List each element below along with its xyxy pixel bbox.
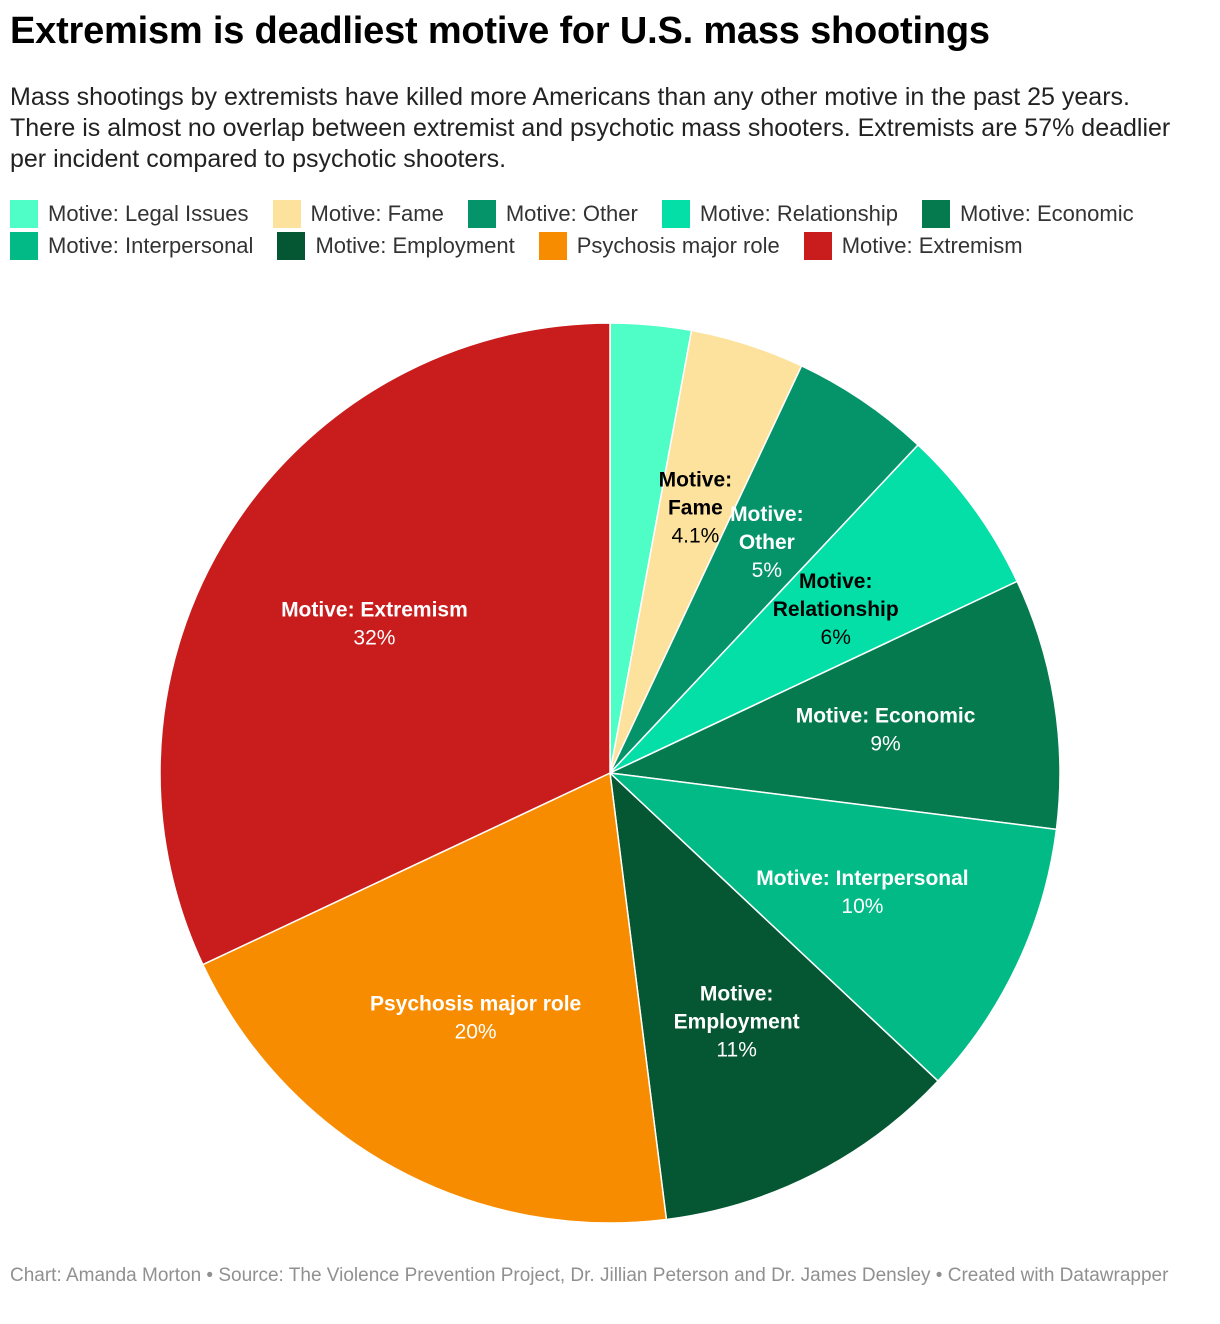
slice-label-value: 5% (752, 559, 782, 582)
legend-swatch (272, 200, 301, 228)
slice-label-name: Motive: (799, 570, 873, 593)
slice-label-name: Psychosis major role (370, 992, 581, 1015)
legend-item: Motive: Employment (277, 232, 515, 260)
slice-label-value: 11% (716, 1039, 756, 1062)
slice-label-name: Motive: (659, 468, 733, 491)
legend-swatch (921, 200, 950, 228)
slice-label-name: Relationship (773, 598, 899, 621)
slice-label-value: 4.1% (671, 524, 719, 547)
legend-swatch (803, 232, 832, 260)
legend-label: Motive: Other (505, 201, 638, 226)
slice-label-name: Motive: Interpersonal (756, 867, 968, 890)
pie-slice-motive-interpersonal (607, 771, 1058, 1083)
legend-label: Psychosis major role (576, 233, 780, 258)
legend-item: Motive: Other (467, 200, 638, 228)
legend-item: Motive: Relationship (661, 200, 898, 228)
legend-label: Motive: Legal Issues (48, 201, 249, 226)
legend-item: Psychosis major role (538, 232, 780, 260)
chart-legend: Motive: Legal Issues Motive: Fame Motive: … (10, 200, 1215, 260)
legend-label: Motive: Interpersonal (48, 233, 254, 258)
pie-slice-motive-relationship (609, 443, 1019, 774)
chart-title: Extremism is deadliest motive for U.S. m… (10, 10, 990, 52)
legend-label: Motive: Fame (310, 201, 444, 226)
slice-label-name: Fame (668, 496, 723, 519)
slice-label-motive-economic: Motive: Economic 9% (796, 704, 976, 755)
slice-label-name: Motive: Economic (796, 704, 976, 727)
legend-swatch (10, 232, 38, 260)
slice-label-motive-interpersonal: Motive: Interpersonal 10% (756, 867, 968, 918)
slice-label-psychosis-major-role: Psychosis major role 20% (370, 992, 581, 1043)
slice-label-name: Motive: Extremism (281, 599, 468, 622)
legend-label: Motive: Extremism (841, 233, 1023, 258)
pie-slice-motive-extremism (159, 322, 611, 966)
legend-item: Motive: Extremism (803, 232, 1023, 260)
slice-label-value: 32% (353, 627, 395, 650)
legend-swatch (661, 200, 690, 228)
legend-label: Motive: Economic (959, 201, 1134, 226)
legend-swatch (467, 200, 496, 228)
pie-slice-motive-economic (607, 580, 1061, 831)
pie-slice-psychosis-major-role (201, 771, 668, 1224)
slice-label-value: 10% (841, 895, 883, 918)
legend-label: Motive: Employment (315, 233, 515, 258)
chart-footer: Chart: Amanda Morton • Source: The Viole… (10, 1265, 1169, 1286)
slice-label-name: Motive: (700, 983, 774, 1006)
slice-label-name: Employment (674, 1011, 800, 1034)
legend-swatch (10, 200, 38, 228)
legend-swatch (538, 232, 567, 260)
slice-label-value: 6% (821, 626, 851, 649)
slice-label-value: 20% (455, 1020, 497, 1043)
pie-slice-motive-employment (608, 771, 940, 1221)
slice-label-name: Other (739, 531, 795, 554)
legend-item: Motive: Economic (921, 200, 1134, 228)
legend-item: Motive: Interpersonal (10, 232, 253, 260)
legend-swatch (277, 232, 306, 260)
slice-label-motive-employment: Motive: Employment 11% (674, 983, 800, 1062)
chart-subtitle: Mass shootings by extremists have killed… (10, 83, 1171, 173)
legend-label: Motive: Relationship (699, 201, 898, 226)
slice-label-motive-fame: Motive: Fame 4.1% (659, 468, 733, 547)
pie-chart: Motive: Fame 4.1%Motive: Other 5% Motive: Rela… (159, 322, 1061, 1224)
legend-item: Motive: Fame (272, 200, 444, 228)
slice-label-name: Motive: (730, 503, 804, 526)
slice-label-value: 9% (870, 732, 900, 755)
slice-label-motive-other: Motive: Other 5% (730, 503, 804, 582)
slice-label-motive-relationship: Motive: Relationship 6% (773, 570, 899, 649)
slice-label-motive-extremism: Motive: Extremism 32% (281, 599, 468, 650)
legend-item: Motive: Legal Issues (10, 200, 249, 228)
